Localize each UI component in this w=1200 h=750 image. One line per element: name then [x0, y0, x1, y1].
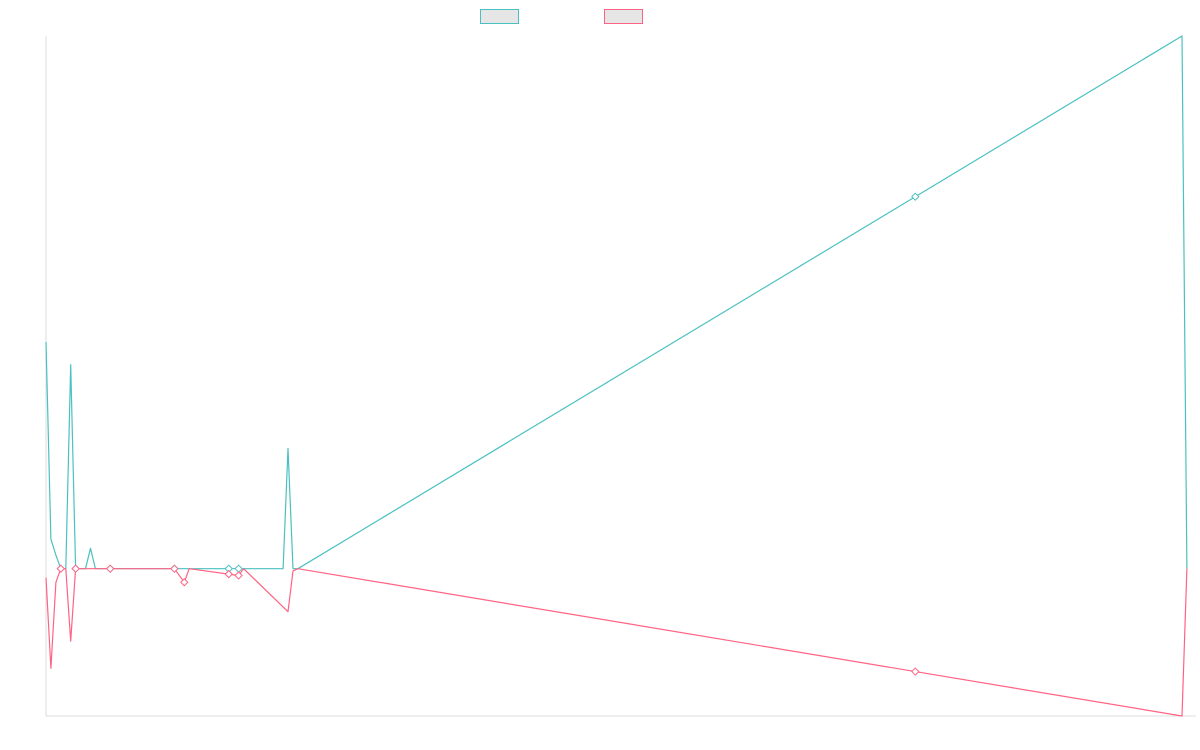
series-2-point-3[interactable]	[106, 564, 115, 573]
series-1-point-7[interactable]	[911, 192, 920, 201]
series-2-point-4[interactable]	[170, 564, 179, 573]
series-2-point-2[interactable]	[71, 564, 80, 573]
legend-swatch-series-2	[604, 9, 643, 24]
series-2-point-7[interactable]	[234, 571, 243, 580]
series-2-line	[45, 568, 1188, 717]
series-layer	[45, 35, 1188, 717]
legend	[0, 9, 1200, 27]
legend-item-series-2[interactable]	[604, 9, 649, 24]
series-1-point-6[interactable]	[234, 564, 243, 573]
series-2-point-1[interactable]	[56, 564, 66, 573]
series-2-point-6[interactable]	[224, 569, 233, 579]
series-2-point-5[interactable]	[180, 578, 189, 587]
legend-item-series-1[interactable]	[480, 9, 525, 24]
series-2-point-8[interactable]	[911, 667, 920, 676]
series-1-line	[45, 35, 1188, 570]
legend-swatch-series-1	[480, 9, 519, 24]
